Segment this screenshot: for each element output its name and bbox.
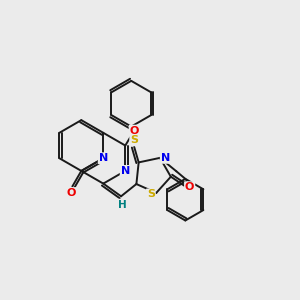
Text: N: N — [99, 153, 108, 163]
Text: H: H — [118, 200, 127, 210]
Text: O: O — [185, 182, 194, 192]
Text: O: O — [66, 188, 76, 198]
Text: S: S — [130, 135, 138, 145]
Text: N: N — [121, 166, 130, 176]
Text: N: N — [161, 153, 170, 163]
Text: O: O — [130, 126, 139, 136]
Text: S: S — [147, 189, 155, 200]
